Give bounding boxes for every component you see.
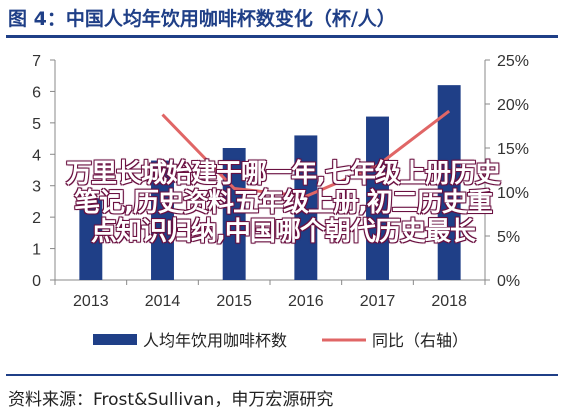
right-tick-label: 5%: [497, 229, 520, 246]
bar-2017: [366, 116, 389, 280]
bar-2013: [79, 198, 103, 280]
right-tick-label: 25%: [497, 53, 529, 70]
bar-2018: [437, 85, 461, 281]
x-tick-label: 2016: [288, 293, 324, 310]
x-tick-label: 2013: [73, 293, 109, 310]
x-tick-label: 2014: [145, 293, 181, 310]
source-divider: [6, 374, 558, 376]
right-tick-label: 0%: [497, 273, 520, 290]
right-tick-label: 15%: [497, 141, 529, 158]
left-tick-label: 6: [32, 84, 41, 101]
left-tick-label: 5: [32, 116, 41, 133]
x-tick-label: 2015: [216, 293, 252, 310]
left-tick-label: 3: [32, 179, 41, 196]
left-tick-label: 4: [32, 147, 41, 164]
bar-2014: [151, 160, 174, 280]
source-note: 资料来源：Frost&Sullivan，申万宏源研究: [8, 390, 334, 410]
legend-line-label: 同比（右轴）: [372, 332, 468, 350]
left-tick-label: 2: [32, 210, 41, 227]
x-tick-label: 2017: [360, 293, 396, 310]
left-tick-label: 1: [32, 242, 41, 259]
left-tick-label: 7: [32, 53, 41, 70]
combo-chart: 0 1 2 3 4 5 6 7 0% 5% 10% 15% 20% 25% 2013 2014 2015 2016…: [32, 53, 529, 350]
legend-bar-swatch: [93, 334, 137, 345]
bar-2015: [222, 148, 246, 280]
right-tick-label: 10%: [497, 185, 529, 202]
chart-title: 图 4：中国人均年饮用咖啡杯数变化（杯/人）: [8, 8, 396, 30]
right-tick-label: 20%: [497, 97, 529, 114]
left-tick-label: 0: [32, 273, 41, 290]
legend-bar-label: 人均年饮用咖啡杯数: [143, 332, 287, 350]
bar-2016: [294, 135, 318, 280]
title-divider: [6, 35, 558, 38]
x-tick-label: 2018: [431, 293, 467, 310]
